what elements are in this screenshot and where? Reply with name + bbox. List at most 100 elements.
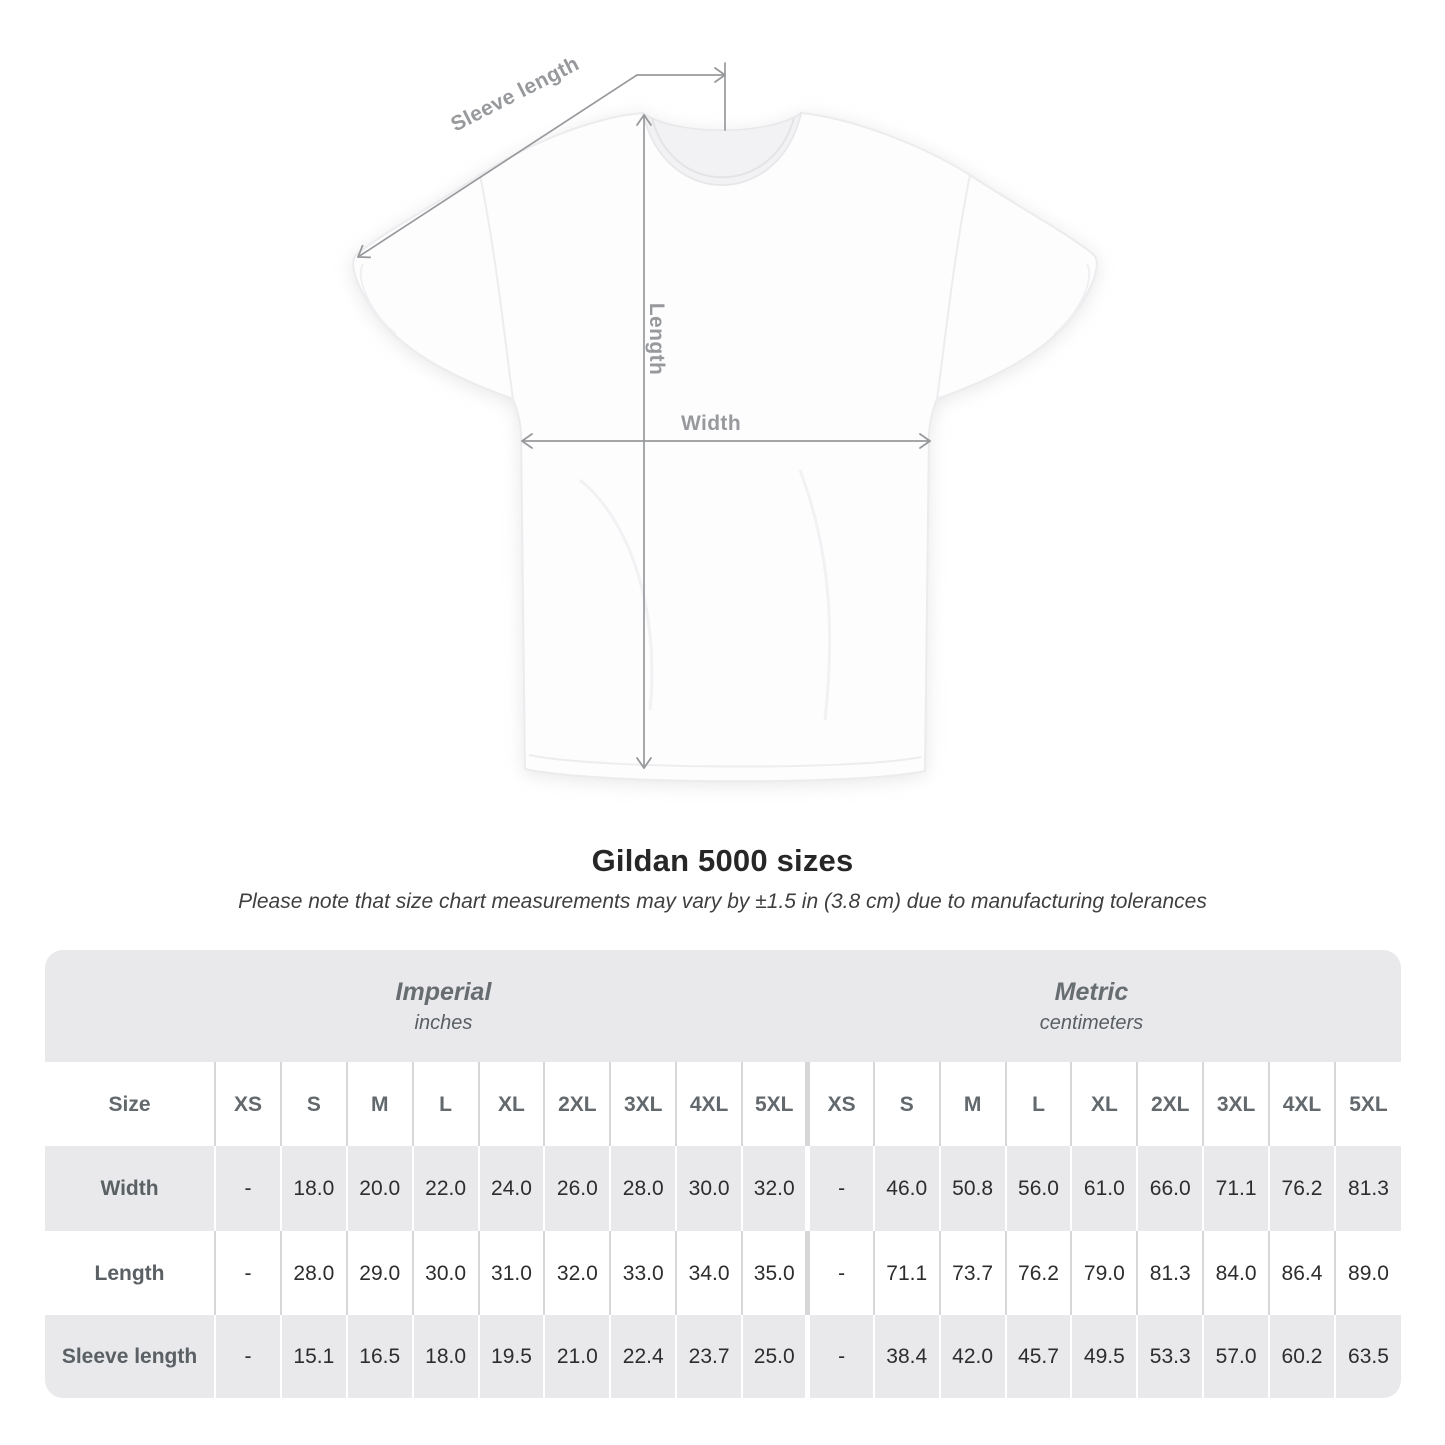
width-imperial-4xl: 30.0 [675, 1146, 743, 1231]
width-imperial-3xl: 28.0 [609, 1146, 677, 1231]
length-imperial-l: 30.0 [411, 1231, 479, 1315]
length-metric-5xl: 89.0 [1333, 1231, 1401, 1315]
sleeve-metric-xl: 49.5 [1070, 1315, 1138, 1398]
sleeve-imperial-s: 15.1 [279, 1315, 347, 1398]
sleeve-imperial-2xl: 21.0 [543, 1315, 611, 1398]
width-imperial-m: 20.0 [345, 1146, 413, 1231]
row-label-sleeve-length: Sleeve length [45, 1315, 216, 1398]
width-metric-3xl: 71.1 [1202, 1146, 1270, 1231]
length-metric-l: 76.2 [1004, 1231, 1072, 1315]
length-imperial-s: 28.0 [279, 1231, 347, 1315]
col-header-imperial-3xl: 3XL [609, 1062, 677, 1146]
col-header-metric-xs: XS [805, 1062, 874, 1146]
units-header-row: Imperial inches Metric centimeters [45, 950, 1401, 1062]
imperial-title: Imperial [395, 977, 492, 1006]
right-sleeve-seam [936, 174, 971, 400]
width-metric-2xl: 66.0 [1136, 1146, 1204, 1231]
length-imperial-m: 29.0 [345, 1231, 413, 1315]
length-imperial-4xl: 34.0 [675, 1231, 743, 1315]
sleeve-length-arrow [357, 67, 726, 259]
col-header-metric-l: L [1004, 1062, 1072, 1146]
length-metric-m: 73.7 [938, 1231, 1006, 1315]
size-table-grid: Imperial inches Metric centimeters Size … [45, 950, 1401, 1398]
length-metric-xs: - [805, 1231, 874, 1315]
col-header-imperial-xl: XL [477, 1062, 545, 1146]
fabric-fold-2 [798, 469, 832, 721]
width-metric-4xl: 76.2 [1268, 1146, 1335, 1231]
col-header-imperial-s: S [279, 1062, 347, 1146]
col-header-metric-3xl: 3XL [1202, 1062, 1270, 1146]
sleeve-metric-4xl: 60.2 [1268, 1315, 1335, 1398]
page-title: Gildan 5000 sizes [591, 843, 854, 878]
width-metric-xs: - [805, 1146, 874, 1231]
width-imperial-5xl: 32.0 [741, 1146, 808, 1231]
size-header-row: Size XS S M L XL 2XL 3XL 4XL 5XL XS S M … [45, 1062, 1401, 1146]
width-imperial-s: 18.0 [279, 1146, 347, 1231]
hem-stitch-line [528, 754, 922, 768]
length-label: Length [645, 303, 668, 375]
right-cuff-stitch [1053, 263, 1091, 335]
length-metric-4xl: 86.4 [1268, 1231, 1335, 1315]
width-metric-5xl: 81.3 [1333, 1146, 1401, 1231]
col-header-metric-2xl: 2XL [1136, 1062, 1204, 1146]
col-header-imperial-4xl: 4XL [675, 1062, 743, 1146]
col-header-imperial-xs: XS [214, 1062, 281, 1146]
sleeve-metric-5xl: 63.5 [1333, 1315, 1401, 1398]
imperial-header-cell: Imperial inches [45, 950, 808, 1062]
length-imperial-5xl: 35.0 [741, 1231, 808, 1315]
left-cuff-stitch [359, 263, 397, 335]
sleeve-metric-2xl: 53.3 [1136, 1315, 1204, 1398]
col-header-imperial-m: M [345, 1062, 413, 1146]
sleeve-imperial-xs: - [214, 1315, 281, 1398]
length-imperial-xs: - [214, 1231, 281, 1315]
metric-unit: centimeters [1039, 1011, 1144, 1034]
length-metric-xl: 79.0 [1070, 1231, 1138, 1315]
tshirt-measurement-diagram: Sleeve length Length Width [352, 52, 1098, 783]
metric-header-cell: Metric centimeters [807, 950, 1401, 1062]
sleeve-metric-3xl: 57.0 [1202, 1315, 1270, 1398]
length-imperial-3xl: 33.0 [609, 1231, 677, 1315]
width-metric-m: 50.8 [938, 1146, 1006, 1231]
size-table: Imperial inches Metric centimeters Size … [45, 950, 1401, 1398]
width-imperial-2xl: 26.0 [543, 1146, 611, 1231]
width-metric-xl: 61.0 [1070, 1146, 1138, 1231]
width-imperial-l: 22.0 [411, 1146, 479, 1231]
col-header-metric-xl: XL [1070, 1062, 1138, 1146]
width-metric-s: 46.0 [872, 1146, 940, 1231]
length-imperial-2xl: 32.0 [543, 1231, 611, 1315]
sleeve-imperial-5xl: 25.0 [741, 1315, 808, 1398]
col-header-metric-s: S [872, 1062, 940, 1146]
width-label: Width [681, 412, 741, 435]
measurement-annotations [357, 62, 931, 769]
tolerance-note: Please note that size chart measurements… [238, 890, 1207, 913]
col-header-imperial-2xl: 2XL [543, 1062, 611, 1146]
metric-title: Metric [1054, 977, 1129, 1006]
sleeve-metric-s: 38.4 [872, 1315, 940, 1398]
col-header-metric-m: M [938, 1062, 1006, 1146]
col-header-metric-4xl: 4XL [1268, 1062, 1335, 1146]
width-imperial-xs: - [214, 1146, 281, 1231]
length-metric-s: 71.1 [872, 1231, 940, 1315]
width-row: Width - 18.0 20.0 22.0 24.0 26.0 28.0 30… [45, 1146, 1401, 1231]
sleeve-imperial-3xl: 22.4 [609, 1315, 677, 1398]
sleeve-imperial-4xl: 23.7 [675, 1315, 743, 1398]
imperial-unit: inches [414, 1011, 473, 1034]
col-header-imperial-5xl: 5XL [741, 1062, 808, 1146]
sleeve-imperial-l: 18.0 [411, 1315, 479, 1398]
width-imperial-xl: 24.0 [477, 1146, 545, 1231]
col-header-imperial-l: L [411, 1062, 479, 1146]
width-metric-l: 56.0 [1004, 1146, 1072, 1231]
sleeve-metric-m: 42.0 [938, 1315, 1006, 1398]
sleeve-imperial-xl: 19.5 [477, 1315, 545, 1398]
sleeve-metric-l: 45.7 [1004, 1315, 1072, 1398]
length-row: Length - 28.0 29.0 30.0 31.0 32.0 33.0 3… [45, 1231, 1401, 1315]
length-metric-2xl: 81.3 [1136, 1231, 1204, 1315]
length-imperial-xl: 31.0 [477, 1231, 545, 1315]
sleeve-imperial-m: 16.5 [345, 1315, 413, 1398]
row-label-width: Width [45, 1146, 216, 1231]
length-metric-3xl: 84.0 [1202, 1231, 1270, 1315]
row-label-length: Length [45, 1231, 216, 1315]
tshirt-graphic [352, 111, 1098, 783]
size-col-header: Size [45, 1062, 216, 1146]
